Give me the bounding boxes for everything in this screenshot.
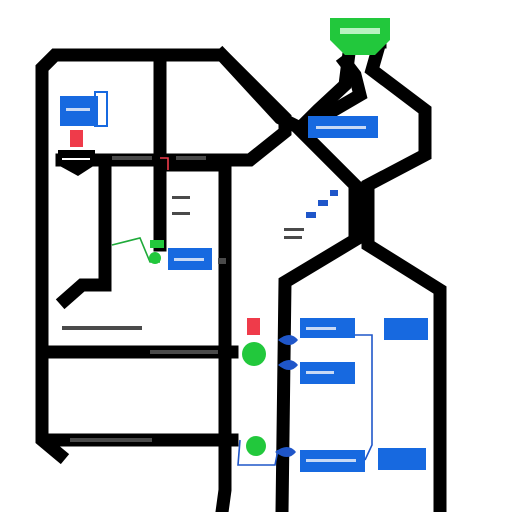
pipe-bottle-inner (361, 33, 447, 512)
label-bar (66, 108, 90, 111)
connector-wires (111, 157, 373, 466)
blue-block-label-bars (66, 108, 366, 462)
label-mark (284, 228, 304, 231)
blue-block-lower-b[interactable] (384, 318, 428, 340)
green-top-cap (330, 18, 390, 55)
label-bar (306, 371, 334, 374)
label-bar (306, 327, 336, 330)
red-square-marker-icon[interactable] (247, 318, 260, 335)
label-mark (284, 236, 302, 239)
label-mark (62, 326, 142, 330)
red-square-marker-icon[interactable] (70, 130, 83, 147)
green-circle-node-icon[interactable] (242, 342, 266, 366)
wire-blue-right-vertical (355, 334, 373, 461)
blue-dots-cluster (318, 200, 328, 206)
illegible-label-marks (62, 156, 304, 442)
blue-gauge-icon[interactable] (278, 360, 298, 370)
valve-body (58, 150, 95, 176)
wire-blue-bottom (237, 439, 279, 466)
funnel-valve-icon[interactable] (58, 150, 95, 176)
red-markers (70, 130, 260, 335)
wire-red-left (160, 157, 169, 170)
pipe-bottle-outer (275, 52, 368, 512)
blue-gauge-icon[interactable] (278, 335, 298, 345)
blue-block-top-left-trim (94, 91, 108, 127)
label-mark (176, 156, 206, 160)
green-circle-node-icon[interactable] (149, 252, 161, 264)
green-cap-label-bar (340, 28, 380, 34)
label-bar (316, 126, 366, 129)
green-nodes (149, 240, 266, 456)
blue-dots-cluster (306, 212, 316, 218)
green-circle-node-icon[interactable] (246, 436, 266, 456)
pipe-network (35, 33, 447, 512)
label-bar (174, 258, 204, 261)
valve-stripe (62, 158, 90, 160)
label-mark (172, 196, 190, 199)
pipe-left-drop (55, 153, 112, 310)
blue-gauges (275, 190, 338, 457)
blue-gauge-icon[interactable] (275, 447, 296, 457)
green-cap-body (330, 18, 390, 55)
label-mark (70, 438, 152, 442)
label-bar (306, 459, 356, 462)
label-mark (150, 350, 218, 354)
green-small-node (150, 240, 164, 248)
blue-dots-cluster (330, 190, 338, 196)
label-mark (218, 258, 226, 264)
pipe-middle-column (153, 158, 232, 512)
blue-block-bottom-b[interactable] (378, 448, 426, 470)
label-mark (112, 156, 152, 160)
label-mark (172, 212, 190, 215)
